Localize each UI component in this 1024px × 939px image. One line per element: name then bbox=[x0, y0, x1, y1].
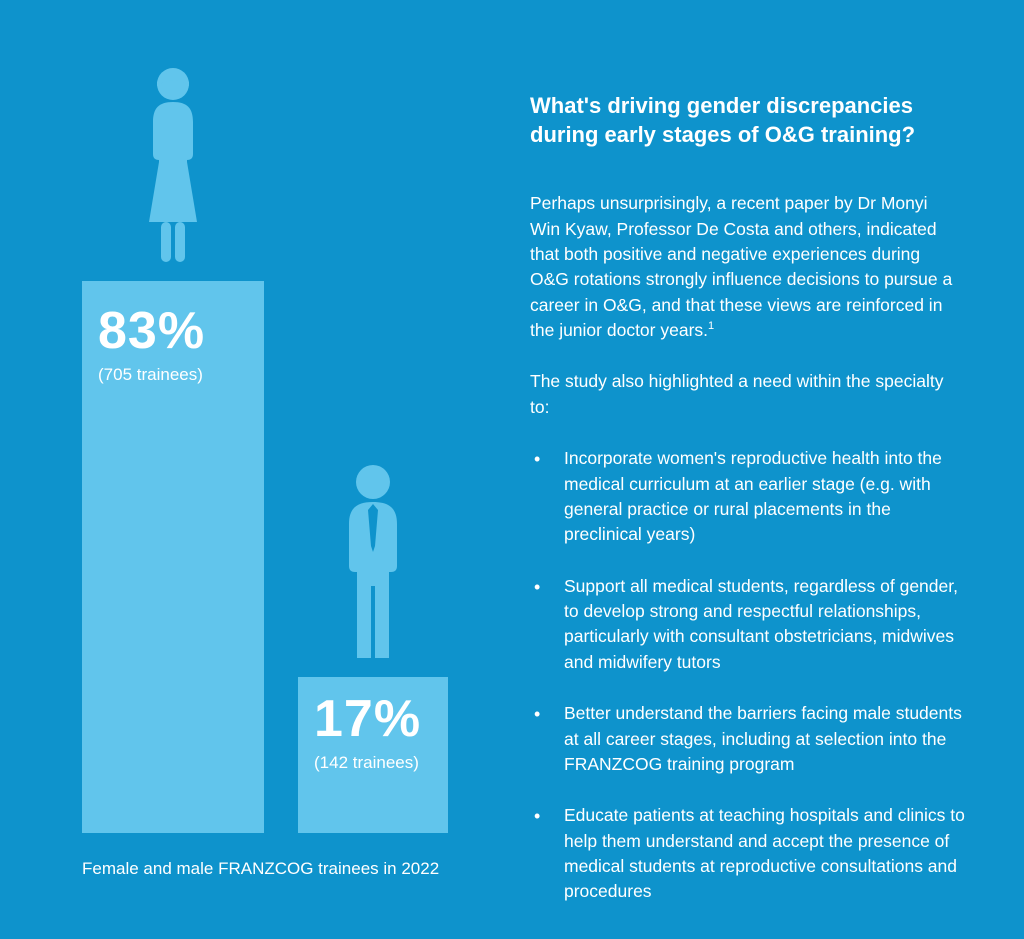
bullet-item: Support all medical students, regardless… bbox=[530, 574, 970, 676]
heading: What's driving gender discrepancies duri… bbox=[530, 92, 950, 149]
bar-group-male: 17% (142 trainees) bbox=[298, 677, 448, 833]
bar-female-pct: 83% bbox=[98, 305, 205, 357]
bullet-list: Incorporate women's reproductive health … bbox=[530, 446, 970, 905]
bar-male-label: 17% (142 trainees) bbox=[314, 693, 421, 773]
intro-paragraph: Perhaps unsurprisingly, a recent paper b… bbox=[530, 191, 960, 343]
bullet-item: Educate patients at teaching hospitals a… bbox=[530, 803, 970, 905]
chart-panel: 83% (705 trainees) bbox=[0, 0, 500, 939]
bar-male-pct: 17% bbox=[314, 693, 421, 745]
bar-chart: 83% (705 trainees) bbox=[82, 83, 462, 833]
infographic-root: 83% (705 trainees) bbox=[0, 0, 1024, 939]
bar-female-sub: (705 trainees) bbox=[98, 365, 205, 385]
chart-caption: Female and male FRANZCOG trainees in 202… bbox=[82, 859, 439, 879]
lead-in-paragraph: The study also highlighted a need within… bbox=[530, 369, 960, 420]
text-panel: What's driving gender discrepancies duri… bbox=[500, 0, 1024, 939]
bar-male-sub: (142 trainees) bbox=[314, 753, 421, 773]
male-figure-icon bbox=[332, 462, 414, 667]
bullet-item: Better understand the barriers facing ma… bbox=[530, 701, 970, 777]
bar-female-label: 83% (705 trainees) bbox=[98, 305, 205, 385]
bullet-item: Incorporate women's reproductive health … bbox=[530, 446, 970, 548]
bar-group-female: 83% (705 trainees) bbox=[82, 281, 264, 833]
female-figure-icon bbox=[133, 66, 213, 271]
